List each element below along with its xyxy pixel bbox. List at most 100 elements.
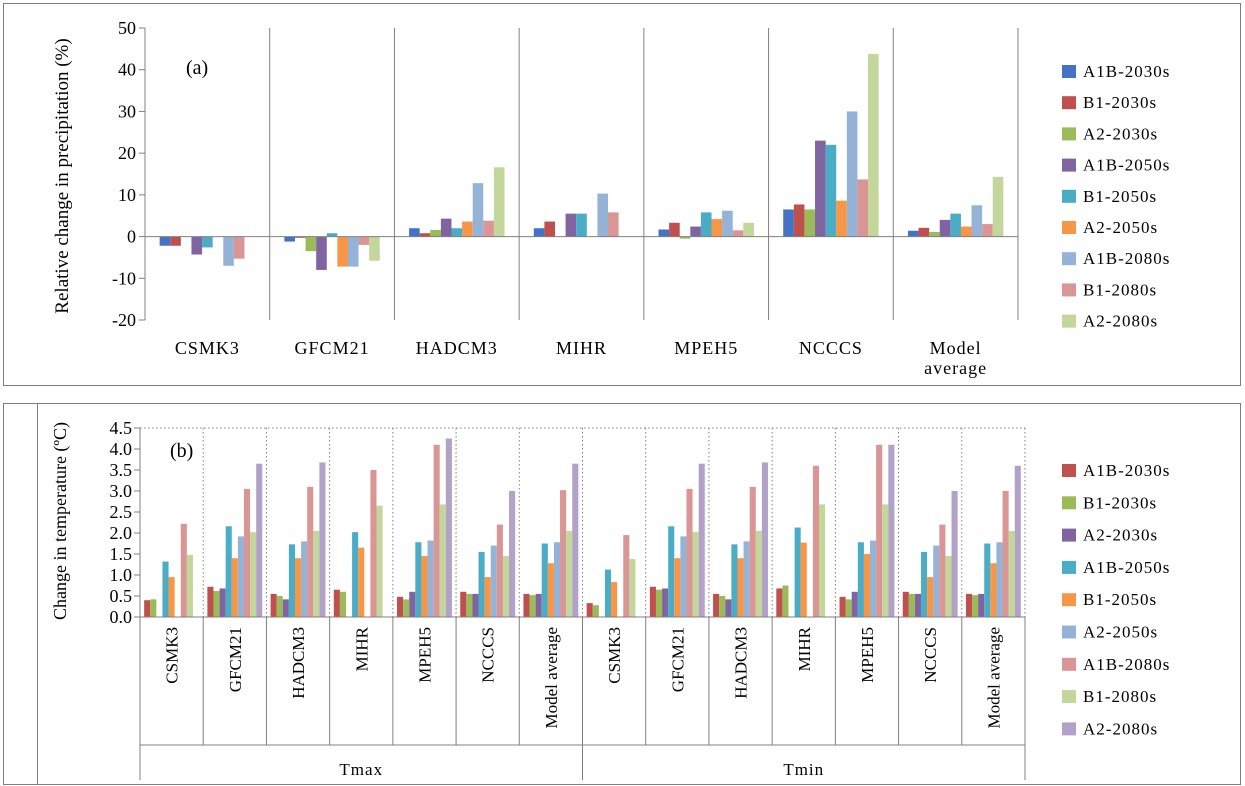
bar-b-b1-2050s-tmin-mihr [800, 542, 807, 617]
bar-a-b1-2080s-model-average [982, 224, 993, 237]
category-label-a: HADCM3 [416, 338, 498, 358]
y-tick-label-b: 0.5 [110, 586, 133, 606]
category-label-b: MPEH5 [415, 627, 434, 683]
legend-label-a: A1B-2030s [1083, 62, 1170, 81]
bar-b-b1-2050s-tmin-gfcm21 [674, 558, 681, 617]
grid-a [269, 28, 1019, 320]
bar-a-a2-2030s-mpeh5 [679, 236, 691, 239]
bar-b-a2-2080s-tmin-ncccs [951, 491, 958, 617]
legend-label-b: A2-2050s [1083, 623, 1158, 642]
category-label-b: NCCCS [921, 627, 940, 683]
legend-swatch-b [1062, 722, 1076, 736]
category-label-a: Model [930, 338, 982, 358]
bar-b-a1b-2050s-tmin-mpeh5 [857, 542, 864, 617]
legend-swatch-a [1062, 314, 1076, 328]
bar-b-a2-2030s-tmin-mpeh5 [851, 591, 858, 617]
bar-a-a1b-2050s-ncccs [815, 140, 826, 237]
bar-a-a2-2080s-model-average [992, 176, 1004, 237]
bar-b-a2-2080s-tmin-mpeh5 [888, 444, 895, 617]
legend-label-b: A1B-2030s [1083, 461, 1170, 480]
bar-b-b1-2080s-tmin-mpeh5 [882, 504, 889, 617]
bar-b-b1-2030s-tmax-mihr [339, 591, 346, 617]
bar-b-a2-2030s-tmin-gfcm21 [662, 588, 669, 617]
bar-a-a1b-2080s-gfcm21 [347, 236, 359, 267]
legend-label-b: B1-2050s [1083, 590, 1157, 609]
bar-b-a2-2080s-tmax-mpeh5 [445, 438, 452, 617]
bar-b-b1-2030s-tmin-ncccs [908, 593, 915, 617]
bar-b-a2-2030s-tmax-ncccs [472, 593, 479, 617]
legend-label-a: B1-2030s [1083, 93, 1157, 112]
bar-b-a2-2030s-tmax-hadcm3 [282, 599, 289, 617]
y-tick-label-b: 3.0 [110, 481, 133, 501]
bar-b-b1-2080s-tmax-mpeh5 [439, 504, 446, 617]
bar-b-a2-2030s-tmax-model-average [535, 593, 542, 617]
bar-a-a1b-2030s-gfcm21 [284, 236, 295, 242]
legend-swatch-a [1062, 221, 1076, 234]
bar-b-b1-2080s-tmax-model-average [566, 530, 573, 617]
bar-b-b1-2080s-tmin-hadcm3 [755, 530, 762, 617]
bar-b-a1b-2050s-tmax-hadcm3 [288, 544, 295, 617]
bar-b-a1b-2050s-tmin-gfcm21 [668, 526, 675, 617]
legend-swatch-a [1062, 65, 1076, 78]
y-tick-label-a: -20 [112, 310, 136, 330]
bar-b-a1b-2050s-tmax-gfcm21 [225, 526, 232, 617]
bar-a-a1b-2050s-hadcm3 [440, 218, 452, 237]
bar-a-b1-2030s-hadcm3 [419, 233, 431, 237]
category-label-a: CSMK3 [175, 338, 240, 358]
bar-a-a2-2050s-hadcm3 [462, 221, 473, 237]
y-tick-label-a: 0 [127, 227, 136, 247]
legend-label-a: A2-2030s [1083, 124, 1158, 143]
bar-b-a2-2080s-tmax-model-average [572, 463, 579, 617]
legend-swatch-a [1062, 189, 1076, 203]
bar-b-a2-2050s-tmax-mpeh5 [427, 540, 434, 617]
legend-label-b: B1-2080s [1083, 687, 1157, 706]
legend-swatch-b [1062, 593, 1076, 607]
bar-b-a1b-2050s-tmin-csmk3 [604, 569, 612, 617]
bar-a-b1-2030s-gfcm21 [294, 236, 306, 238]
bar-b-b1-2030s-tmax-model-average [529, 595, 536, 617]
bar-b-b1-2050s-tmax-hadcm3 [294, 558, 302, 617]
y-tick-label-a: 50 [118, 18, 136, 38]
y-tick-label-b: 2.5 [110, 502, 133, 522]
bar-b-a2-2050s-tmin-gfcm21 [680, 536, 687, 617]
legend-swatch-a [1062, 127, 1076, 141]
bar-b-a2-2050s-tmin-ncccs [933, 545, 940, 617]
y-tick-label-a: 30 [118, 101, 136, 121]
bar-b-a1b-2050s-tmax-model-average [541, 543, 548, 617]
bar-b-b1-2030s-tmax-ncccs [466, 593, 473, 617]
bar-b-b1-2030s-tmin-mpeh5 [845, 599, 852, 617]
legend-b: A1B-2030s B1-2030s A2-2030s A1B-2050s B1-205… [1062, 461, 1170, 738]
bar-b-b1-2080s-tmax-ncccs [502, 556, 510, 617]
panel-label-b: (b) [170, 440, 193, 462]
bar-a-a1b-2050s-model-average [939, 219, 951, 237]
bar-a-b1-2080s-ncccs [857, 179, 869, 237]
legend-label-a: A1B-2050s [1083, 156, 1170, 175]
legend-label-b: A2-2030s [1083, 526, 1158, 545]
legend-swatch-b [1062, 528, 1076, 542]
bars-b [144, 438, 1021, 617]
bar-b-b1-2030s-tmin-model-average [972, 595, 979, 617]
bar-b-a1b-2030s-tmax-csmk3 [144, 600, 151, 617]
bar-a-b1-2080s-mpeh5 [732, 230, 744, 237]
bar-b-a2-2050s-tmin-hadcm3 [743, 541, 750, 617]
category-label-b: MIHR [352, 626, 371, 671]
bar-a-a2-2080s-mpeh5 [743, 222, 754, 237]
legend-swatch-b [1062, 560, 1076, 574]
group-labels-b: Tmax Tmin [339, 760, 823, 779]
bar-b-a2-2050s-tmax-gfcm21 [237, 536, 244, 617]
category-labels-a: CSMK3 GFCM21 HADCM3 MIHR MPEH5 NCCCS Modelaver… [175, 338, 987, 378]
bar-a-a1b-2080s-csmk3 [223, 236, 234, 266]
bar-a-a2-2030s-gfcm21 [305, 236, 317, 252]
bar-b-a1b-2030s-tmin-mpeh5 [839, 596, 846, 617]
bar-b-a1b-2080s-tmin-ncccs [939, 524, 946, 617]
bar-a-b1-2080s-gfcm21 [358, 236, 370, 245]
category-label-b: NCCCS [479, 627, 498, 683]
bars-a [159, 53, 1004, 270]
category-label-a: average [924, 358, 987, 378]
y-tick-label-b: 1.0 [110, 565, 133, 585]
category-label-b: MIHR [795, 626, 814, 671]
category-label-a: NCCCS [799, 338, 863, 358]
bar-a-a1b-2080s-ncccs [846, 111, 858, 237]
legend-label-a: A1B-2080s [1083, 249, 1170, 268]
bar-b-a1b-2030s-tmin-ncccs [902, 591, 909, 617]
